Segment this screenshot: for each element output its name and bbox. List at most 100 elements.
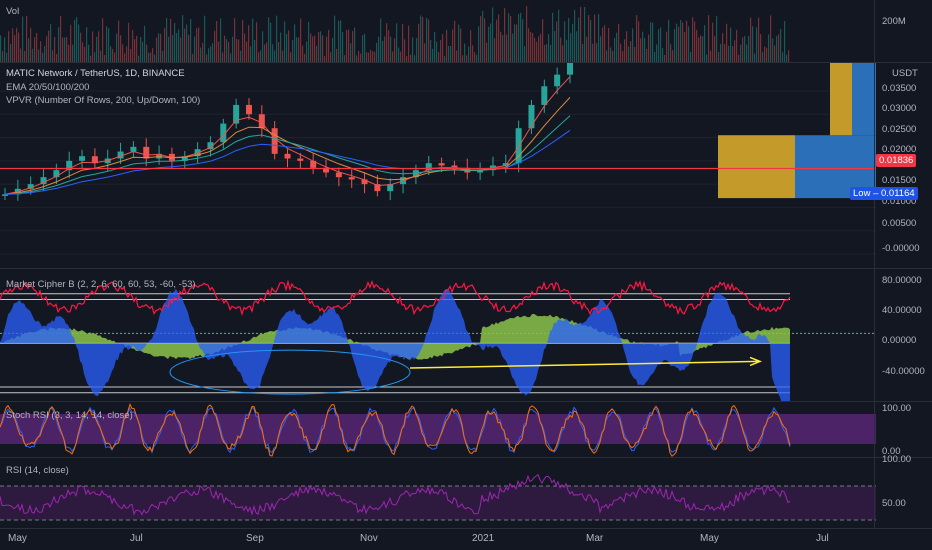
volume-bar xyxy=(44,45,46,62)
candle-body xyxy=(361,179,368,185)
volume-bar xyxy=(718,51,720,62)
volume-bar xyxy=(364,33,366,62)
market-cipher-chart xyxy=(0,279,876,401)
volume-bar xyxy=(768,34,770,62)
volume-bar xyxy=(434,31,436,62)
price-tick: 0.02500 xyxy=(882,124,917,135)
volume-bar xyxy=(698,37,700,62)
volume-bar xyxy=(368,52,370,62)
mc-tick: 0.00000 xyxy=(882,335,917,346)
volume-bar xyxy=(452,29,454,62)
volume-bar xyxy=(404,39,406,62)
volume-bar xyxy=(212,43,214,62)
volume-bar xyxy=(656,44,658,62)
volume-bar xyxy=(8,31,10,62)
x-tick: May xyxy=(8,533,27,544)
stoch-axis xyxy=(874,402,932,457)
volume-bar xyxy=(342,32,344,62)
volume-bar xyxy=(766,47,768,62)
volume-bar xyxy=(266,42,268,62)
volume-bar xyxy=(482,10,484,62)
volume-bar xyxy=(296,37,298,62)
candle-body xyxy=(541,86,548,105)
volume-bar xyxy=(780,28,782,62)
price-tick: 0.03500 xyxy=(882,83,917,94)
volume-bar xyxy=(246,41,248,62)
volume-bar xyxy=(218,41,220,62)
volume-bar xyxy=(392,51,394,62)
volume-bar xyxy=(310,33,312,62)
volume-bar xyxy=(126,46,128,62)
volume-bar xyxy=(414,55,416,62)
volume-bar xyxy=(554,31,556,62)
volume-bar xyxy=(234,18,236,62)
low-label: Low xyxy=(853,188,871,199)
volume-bar xyxy=(114,52,116,62)
volume-bar xyxy=(462,55,464,62)
trend-arrow-head xyxy=(749,356,763,367)
volume-bar xyxy=(786,54,788,62)
volume-bar xyxy=(498,14,500,62)
volume-bar xyxy=(442,34,444,62)
volume-bar xyxy=(448,45,450,62)
volume-bar xyxy=(214,30,216,62)
volume-bar xyxy=(408,25,410,62)
volume-bar xyxy=(528,28,530,62)
volume-bar xyxy=(562,45,564,62)
volume-bar xyxy=(10,44,12,62)
volume-bar xyxy=(674,29,676,62)
price-pane: MATIC Network / TetherUS, 1D, BINANCE EM… xyxy=(0,63,932,268)
volume-bar xyxy=(350,43,352,62)
volume-bar xyxy=(300,18,302,62)
rsi-chart xyxy=(0,474,876,521)
volume-bar xyxy=(596,42,598,62)
volume-bar xyxy=(734,40,736,62)
volume-bar xyxy=(200,47,202,62)
volume-bar xyxy=(276,15,278,62)
candle-body xyxy=(220,123,227,143)
candle-body xyxy=(233,104,240,124)
volume-bar xyxy=(190,18,192,62)
volume-label: Vol xyxy=(6,6,20,17)
volume-bar xyxy=(162,50,164,62)
volume-bar xyxy=(72,44,74,62)
volume-bar xyxy=(496,19,498,62)
volume-bar xyxy=(112,48,114,62)
volume-bar xyxy=(676,23,678,62)
volume-bar xyxy=(558,9,560,62)
volume-bar xyxy=(204,15,206,62)
volume-bar xyxy=(94,52,96,62)
volume-bar xyxy=(536,41,538,62)
price-tick: 0.01000 xyxy=(882,196,917,207)
trend-arrow xyxy=(409,360,759,369)
volume-bar xyxy=(470,30,472,62)
volume-bar xyxy=(572,23,574,62)
volume-bar xyxy=(32,48,34,62)
volume-bar xyxy=(382,40,384,62)
volume-bar xyxy=(746,44,748,62)
volume-bar xyxy=(148,52,150,62)
volume-bar xyxy=(544,45,546,62)
volume-bar xyxy=(672,50,674,62)
volume-bar xyxy=(312,36,314,62)
volume-bar xyxy=(712,22,714,62)
volume-bar xyxy=(632,28,634,62)
volume-bar xyxy=(636,15,638,62)
volume-bar xyxy=(630,41,632,62)
volume-bar xyxy=(748,35,750,62)
volume-bar xyxy=(156,37,158,62)
stoch-rsi-label: Stoch RSI (3, 3, 14, 14, close) xyxy=(6,410,133,421)
volume-bar xyxy=(166,17,168,62)
volume-bar xyxy=(326,36,328,62)
volume-bar xyxy=(682,22,684,62)
volume-bar xyxy=(184,28,186,62)
volume-bar xyxy=(500,31,502,62)
mc-tick: 40.00000 xyxy=(882,305,922,316)
ema-legend: EMA 20/50/100/200 xyxy=(6,82,90,93)
volume-bar xyxy=(66,37,68,62)
volume-bar xyxy=(22,16,24,62)
volume-bar xyxy=(122,44,124,62)
volume-bar xyxy=(256,22,258,62)
volume-bar xyxy=(686,20,688,62)
volume-bar xyxy=(454,20,456,62)
